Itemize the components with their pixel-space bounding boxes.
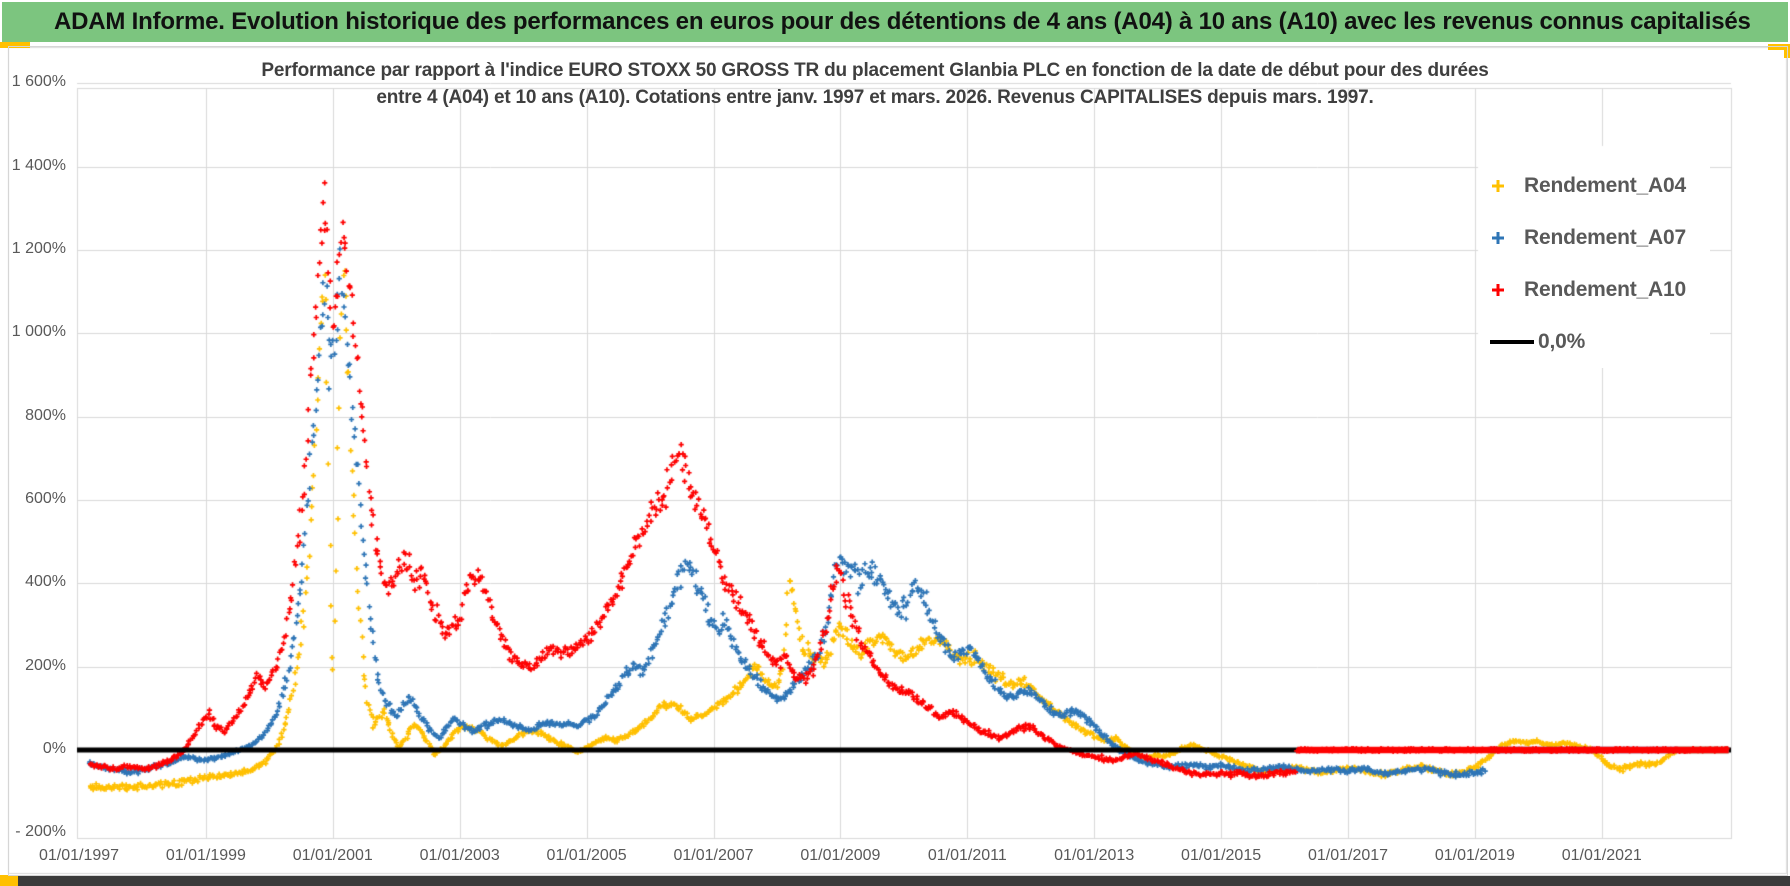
x-axis-tick-label: 01/01/2019	[1434, 847, 1515, 864]
header-title: ADAM Informe. Evolution historique des p…	[54, 8, 1751, 35]
chart-title: Performance par rapport à l'indice EURO …	[150, 57, 1600, 111]
x-axis-tick-label: 01/01/2017	[1307, 847, 1389, 864]
chart-title-line1: Performance par rapport à l'indice EURO …	[261, 60, 1489, 81]
x-axis-tick-label: 01/01/1997	[38, 847, 120, 864]
y-axis-tick-label: 1 200%	[11, 240, 66, 257]
chart-legend: Rendement_A04 Rendement_A07 Rendement_A1…	[1490, 160, 1710, 368]
header-banner: ADAM Informe. Evolution historique des p…	[2, 2, 1788, 42]
corner-tab-top-left-icon	[0, 42, 30, 48]
x-axis-tick-label: 01/01/2011	[927, 847, 1007, 864]
y-axis-tick-label: 0%	[42, 740, 66, 757]
legend-label: 0,0%	[1538, 330, 1586, 353]
y-axis-tick-label: 1 400%	[11, 156, 66, 174]
plus-marker-icon	[1492, 284, 1504, 296]
x-axis-tick-label: 01/01/1999	[165, 847, 246, 864]
bottom-border-bar	[18, 876, 1790, 886]
y-axis-tick-label: 800%	[25, 406, 66, 424]
x-axis-tick-label: 01/01/2013	[1054, 847, 1135, 864]
y-axis-tick-label: 400%	[25, 573, 66, 591]
chart-title-line2: entre 4 (A04) et 10 ans (A10). Cotations…	[376, 87, 1374, 108]
x-axis-tick-label: 01/01/2009	[800, 847, 881, 864]
legend-label: Rendement_A10	[1524, 278, 1686, 301]
x-axis-tick-label: 01/01/2005	[546, 847, 627, 864]
y-axis-tick-label: 200%	[25, 656, 66, 674]
y-axis-tick-label: 1 000%	[11, 323, 66, 341]
legend-item-zero-line[interactable]: 0,0%	[1490, 316, 1710, 368]
legend-label: Rendement_A04	[1524, 174, 1686, 197]
legend-item-rendement-a07[interactable]: Rendement_A07	[1490, 212, 1710, 264]
legend-label: Rendement_A07	[1524, 226, 1686, 249]
chart-frame-border	[8, 46, 1788, 876]
corner-tab-top-right-h-icon	[1768, 44, 1790, 50]
legend-item-rendement-a04[interactable]: Rendement_A04	[1490, 160, 1710, 212]
plus-marker-icon	[1492, 180, 1504, 192]
x-axis-tick-label: 01/01/2015	[1181, 847, 1262, 864]
x-axis-tick-label: 01/01/2001	[292, 847, 373, 864]
plus-marker-icon	[1492, 232, 1504, 244]
x-axis-tick-label: 01/01/2007	[673, 847, 754, 864]
y-axis-tick-label: 1 600%	[11, 73, 66, 91]
x-axis-tick-label: 01/01/2021	[1561, 847, 1642, 864]
legend-item-rendement-a10[interactable]: Rendement_A10	[1490, 264, 1710, 316]
y-axis-tick-label: 600%	[25, 490, 66, 507]
zero-line-icon	[1490, 340, 1534, 344]
y-axis-tick-label: - 200%	[15, 823, 66, 841]
corner-tab-bottom-left-icon	[0, 875, 18, 886]
x-axis-tick-label: 01/01/2003	[419, 847, 500, 864]
